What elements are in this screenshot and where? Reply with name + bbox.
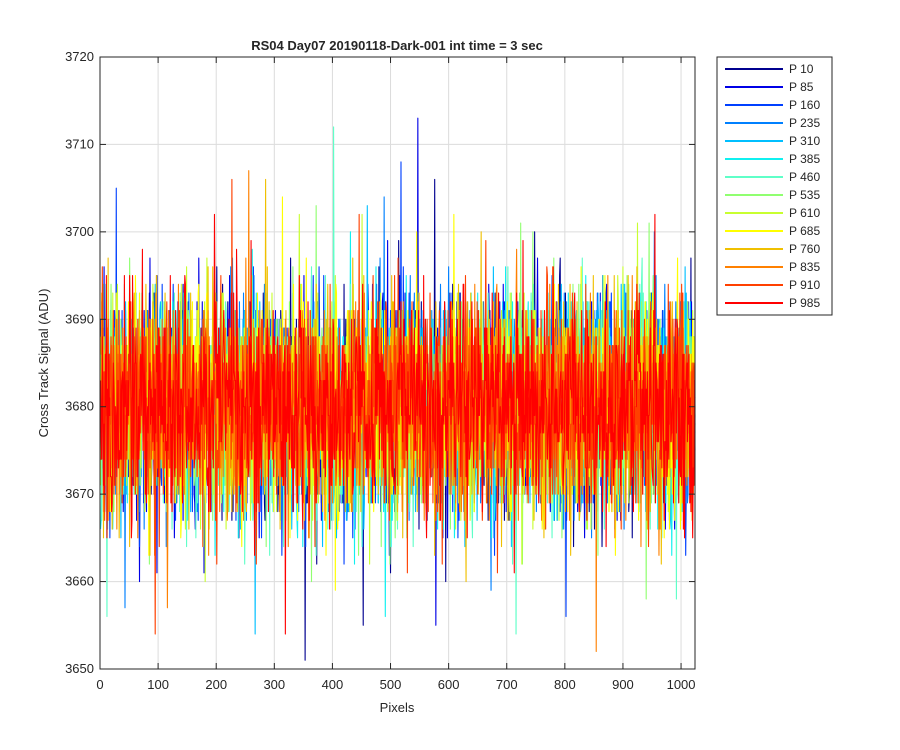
legend-label: P 985 (789, 296, 820, 310)
legend-label: P 760 (789, 242, 820, 256)
chart-title: RS04 Day07 20190118-Dark-001 int time = … (251, 38, 543, 53)
plot-frame (99, 56, 696, 670)
x-tick-label: 300 (263, 677, 285, 692)
y-tick-label: 3710 (65, 136, 94, 151)
x-tick-label: 700 (496, 677, 518, 692)
y-tick-label: 3670 (65, 486, 94, 501)
x-axis-label: Pixels (380, 700, 415, 715)
legend-label: P 10 (789, 62, 814, 76)
y-axis-label: Cross Track Signal (ADU) (36, 289, 51, 438)
x-tick-label: 800 (554, 677, 576, 692)
series-layer (100, 117, 696, 661)
legend-label: P 235 (789, 116, 820, 130)
x-tick-label: 600 (438, 677, 460, 692)
legend-label: P 910 (789, 278, 820, 292)
y-tick-label: 3720 (65, 49, 94, 64)
x-tick-label: 100 (147, 677, 169, 692)
legend-label: P 685 (789, 224, 820, 238)
x-tick-label: 1000 (667, 677, 696, 692)
x-tick-label: 900 (612, 677, 634, 692)
legend-label: P 385 (789, 152, 820, 166)
x-tick-label: 200 (205, 677, 227, 692)
y-tick-label: 3660 (65, 574, 94, 589)
legend-label: P 610 (789, 206, 820, 220)
y-axis: 3650 3660 3670 3680 3690 3700 3710 3720 (65, 49, 695, 676)
legend-label: P 160 (789, 98, 820, 112)
y-tick-label: 3680 (65, 399, 94, 414)
y-tick-label: 3690 (65, 311, 94, 326)
y-tick-label: 3700 (65, 224, 94, 239)
legend-box (716, 56, 833, 316)
legend-label: P 535 (789, 188, 820, 202)
legend-label: P 85 (789, 80, 814, 94)
series-line-p985 (100, 213, 696, 635)
x-tick-label: 400 (322, 677, 344, 692)
y-tick-label: 3650 (65, 661, 94, 676)
x-tick-label: 0 (96, 677, 103, 692)
legend-label: P 460 (789, 170, 820, 184)
x-tick-label: 500 (380, 677, 402, 692)
legend-label: P 310 (789, 134, 820, 148)
legend: P 10 P 85 P 160 P 235 P 310 P 385 P 460 P 535 P … (716, 56, 833, 316)
x-axis: 0 100 200 300 400 500 600 700 800 900 1000 (96, 57, 696, 692)
legend-label: P 835 (789, 260, 820, 274)
